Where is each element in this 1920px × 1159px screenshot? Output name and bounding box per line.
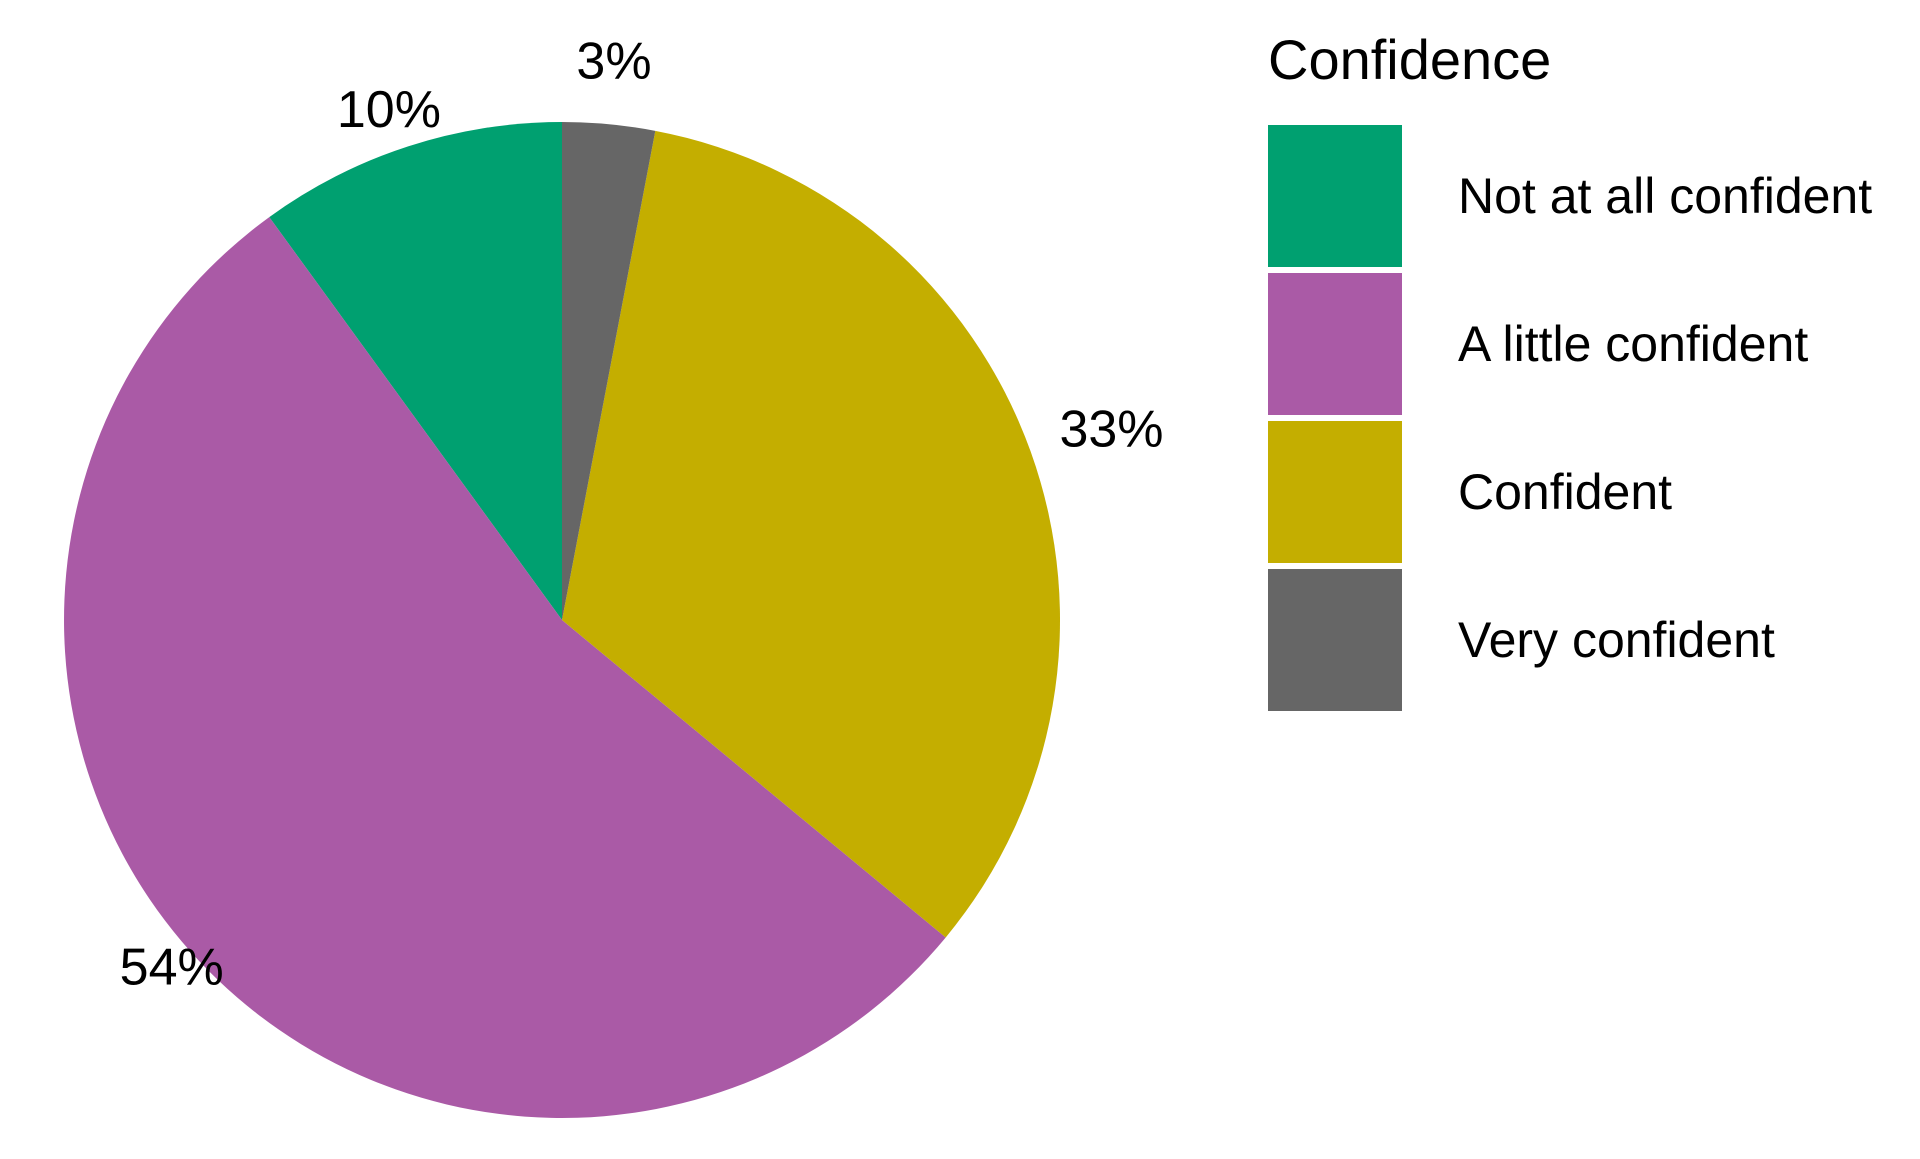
legend-swatch	[1268, 273, 1402, 415]
pie-label-very-confident: 3%	[576, 33, 651, 91]
legend-item-very-confident: Very confident	[1268, 566, 1872, 714]
pie-slices	[64, 122, 1061, 1118]
pie-slice-very-confident	[562, 122, 656, 620]
legend-label: Confident	[1458, 464, 1673, 520]
pie-slice-confident	[562, 130, 1061, 938]
pie-label-not-at-all-confident: 10%	[337, 81, 441, 139]
legend-swatch	[1268, 569, 1402, 711]
legend-item-a-little-confident: A little confident	[1268, 270, 1872, 418]
pie-slice-not-at-all-confident	[269, 122, 562, 620]
legend-label: A little confident	[1458, 316, 1809, 372]
pie-slice-a-little-confident	[64, 217, 946, 1118]
legend-items: Not at all confident A little confident Co…	[1268, 122, 1872, 714]
legend-item-not-at-all-confident: Not at all confident	[1268, 122, 1872, 270]
pie-label-a-little-confident: 54%	[120, 939, 224, 997]
legend: Confidence Not at all confident A little …	[1268, 28, 1872, 714]
legend-swatch	[1268, 421, 1402, 563]
pie-label-confident: 33%	[1059, 400, 1163, 458]
legend-label: Very confident	[1458, 612, 1775, 668]
legend-title: Confidence	[1268, 28, 1552, 91]
pie-labels: 10% 54% 33% 3%	[120, 33, 1164, 997]
legend-item-confident: Confident	[1268, 418, 1872, 566]
legend-label: Not at all confident	[1458, 168, 1873, 224]
legend-swatch	[1268, 125, 1402, 267]
